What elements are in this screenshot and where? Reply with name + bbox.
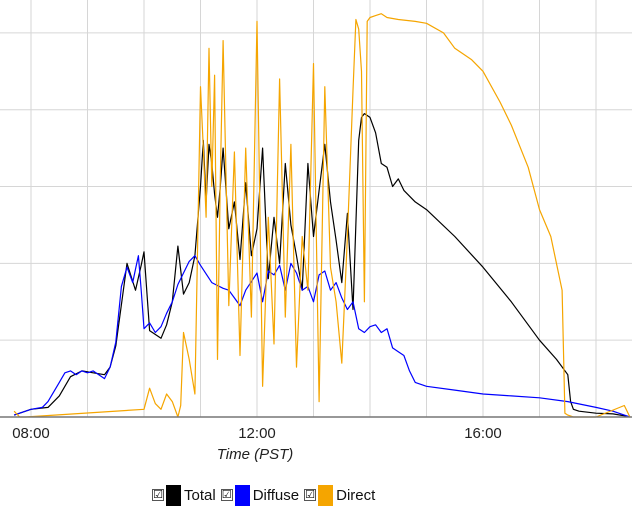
series-line-direct [13,13,631,418]
checkbox-icon[interactable]: ☑ [220,489,233,501]
direct-swatch [318,484,334,506]
irradiance-chart: 08:00 12:00 16:00 Time (PST) [0,0,632,463]
legend-label-direct: Direct [336,486,376,504]
x-tick-label: 12:00 [238,425,276,442]
legend-item-diffuse[interactable]: ☑ Diffuse [220,484,300,506]
series-lines [13,13,631,418]
total-swatch [166,484,181,506]
legend-label-total: Total [184,486,216,504]
series-line-diffuse [13,255,631,418]
series-line-total [13,112,631,418]
x-axis-title: Time (PST) [217,446,294,463]
checkbox-icon[interactable]: ☑ [152,489,164,501]
legend-label-diffuse: Diffuse [252,486,300,504]
diffuse-swatch [234,484,250,506]
x-tick-label: 16:00 [464,425,502,442]
x-tick-label: 08:00 [12,425,50,442]
legend-item-direct[interactable]: ☑ Direct [304,484,376,506]
legend: ☑ Total ☑ Diffuse ☑ Direct [152,484,380,506]
x-tick-labels: 08:00 12:00 16:00 [12,425,502,442]
legend-item-total[interactable]: ☑ Total [152,484,216,506]
checkbox-icon[interactable]: ☑ [304,489,317,501]
